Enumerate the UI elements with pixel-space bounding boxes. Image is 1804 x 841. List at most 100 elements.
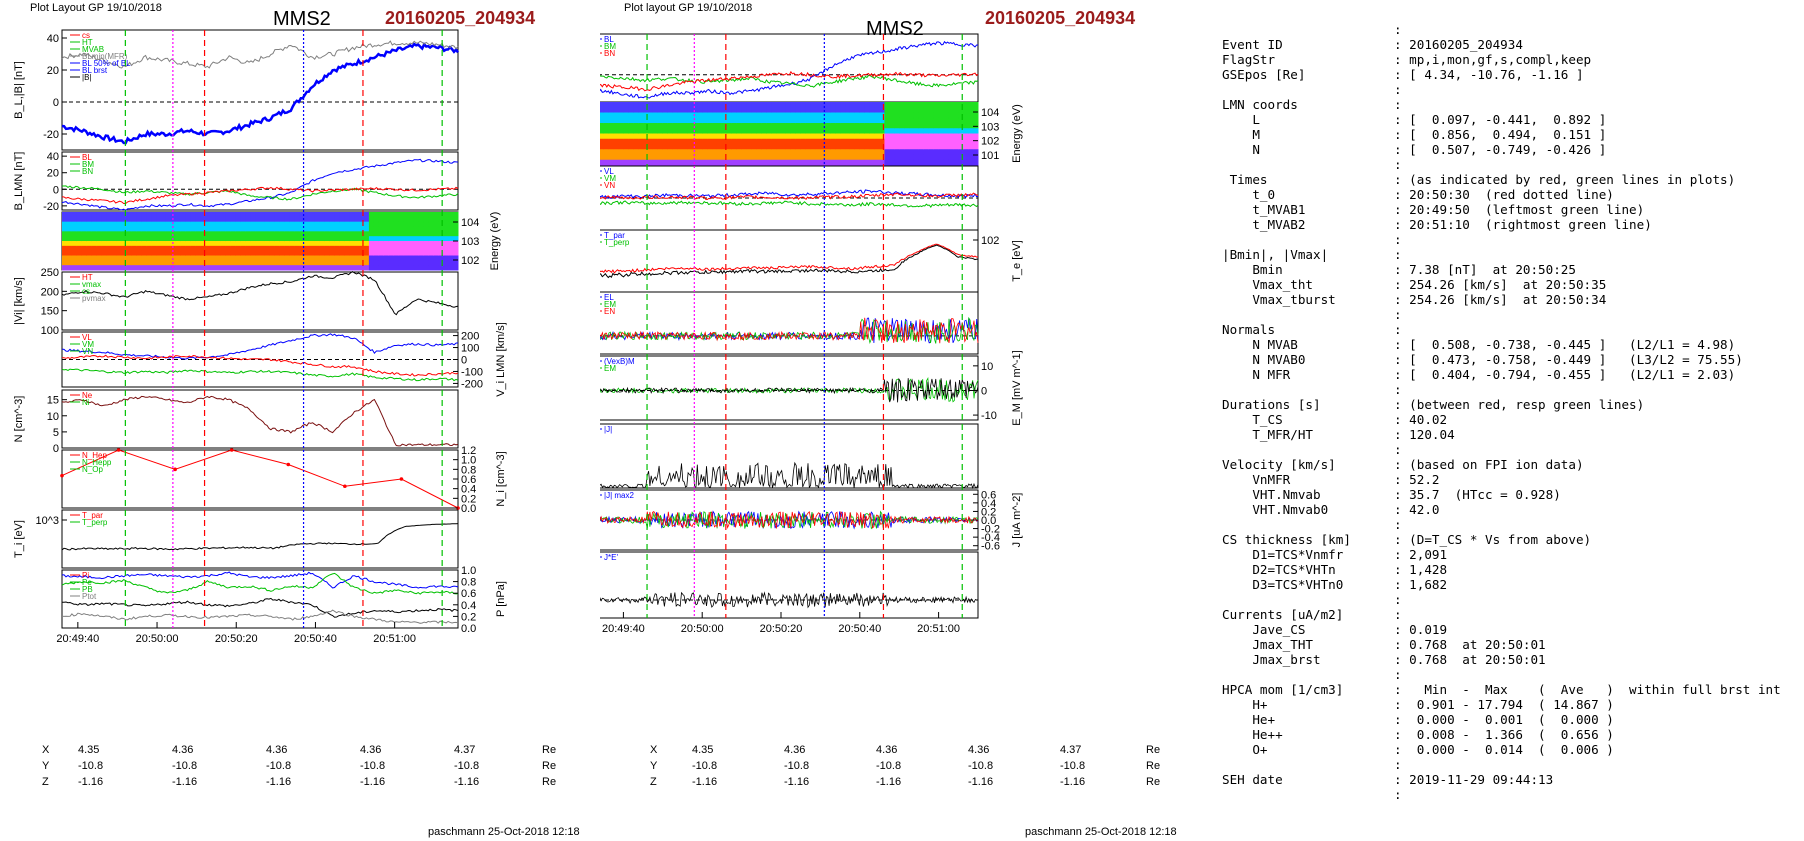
heatmap-cell [815, 128, 821, 134]
heatmap-cell [776, 133, 782, 140]
heatmap-cell [151, 236, 157, 242]
coord-value: -1.16 [266, 776, 292, 788]
heatmap-cell [156, 212, 162, 218]
heatmap-cell [334, 236, 340, 242]
heatmap-cell [230, 221, 236, 227]
heatmap-cell [899, 154, 905, 161]
heatmap-cell [938, 117, 945, 124]
heatmap-cell [255, 250, 261, 256]
heatmap-cell [284, 241, 291, 247]
heatmap-cell [963, 154, 969, 161]
data-point [116, 448, 121, 452]
heatmap-cell [255, 245, 261, 252]
heatmap-cell [304, 265, 310, 271]
heatmap-cell [141, 221, 147, 227]
heatmap-cell [393, 236, 400, 242]
heatmap-cell [805, 107, 812, 113]
y-tick-label: -0.6 [981, 541, 1000, 553]
y-tick-label: 102 [981, 235, 999, 247]
heatmap-cell [324, 221, 330, 227]
info-row: O+: 0.000 - 0.014 ( 0.006 ) [1222, 742, 1797, 757]
heatmap-cell [393, 231, 400, 237]
heatmap-cell [294, 250, 301, 256]
heatmap-cell [608, 128, 615, 134]
heatmap-cell [309, 250, 315, 256]
heatmap-cell [210, 241, 216, 247]
heatmap-cell [373, 255, 380, 261]
heatmap-cell [151, 255, 157, 261]
heatmap-cell [682, 159, 688, 166]
left-8-frame [61, 509, 459, 569]
heatmap-cell [185, 236, 192, 242]
heatmap-cell [121, 231, 127, 237]
x-tick-label: 20:50:00 [681, 623, 724, 635]
heatmap-cell [854, 138, 861, 145]
heatmap-cell [383, 245, 390, 252]
info-label: L [1222, 112, 1260, 127]
heatmap-cell [161, 236, 167, 242]
coord-value: -10.8 [692, 760, 718, 772]
heatmap-cell [76, 265, 83, 271]
heatmap-cell [815, 112, 821, 119]
heatmap-cell [339, 221, 345, 227]
heatmap-cell [165, 221, 172, 227]
heatmap-cell [329, 245, 335, 252]
heatmap-cell [81, 236, 88, 242]
heatmap-cell [250, 231, 256, 237]
heatmap-cell [943, 154, 949, 161]
heatmap-cell [613, 128, 619, 134]
heatmap-cell [771, 159, 777, 166]
heatmap-cell [131, 216, 137, 223]
heatmap-cell [423, 236, 429, 242]
heatmap-cell [948, 138, 954, 145]
heatmap-cell [86, 212, 93, 218]
heatmap-cell [403, 236, 409, 242]
heatmap-cell [613, 112, 619, 119]
heatmap-cell [766, 149, 772, 155]
heatmap-cell [106, 226, 112, 232]
heatmap-cell [899, 144, 905, 150]
heatmap-cell [403, 265, 409, 271]
heatmap-cell [329, 231, 335, 237]
heatmap-cell [633, 144, 639, 150]
heatmap-cell [756, 128, 762, 134]
heatmap-cell [383, 260, 390, 266]
heatmap-cell [746, 107, 752, 113]
heatmap-cell [274, 250, 281, 256]
heatmap-cell [771, 138, 777, 145]
heatmap-cell [638, 123, 644, 129]
heatmap-cell [240, 221, 246, 227]
heatmap-cell [736, 154, 743, 161]
heatmap-cell [923, 138, 930, 145]
info-label: FlagStr [1222, 52, 1276, 67]
heatmap-cell [746, 133, 752, 140]
heatmap-cell [608, 123, 615, 129]
heatmap-cell [884, 154, 890, 161]
heatmap-cell [633, 149, 639, 155]
heatmap-cell [795, 138, 802, 145]
heatmap-cell [141, 250, 147, 256]
heatmap-cell [928, 112, 935, 119]
heatmap-cell [299, 216, 306, 223]
heatmap-cell [260, 260, 266, 266]
heatmap-cell [938, 149, 945, 155]
heatmap-cell [304, 231, 310, 237]
heatmap-cell [354, 245, 360, 252]
heatmap-cell [260, 231, 266, 237]
heatmap-cell [712, 112, 718, 119]
heatmap-cell [294, 236, 301, 242]
heatmap-cell [840, 159, 846, 166]
heatmap-cell [383, 216, 390, 223]
heatmap-cell [205, 236, 211, 242]
heatmap-cell [795, 133, 802, 140]
heatmap-cell [603, 112, 610, 119]
info-label: t_0 [1222, 187, 1276, 202]
heatmap-cell [736, 133, 743, 140]
info-value: : 40.02 [1394, 412, 1448, 427]
heatmap-cell [289, 221, 296, 227]
heatmap-cell [146, 226, 152, 232]
heatmap-cell [702, 159, 708, 166]
heatmap-cell [923, 133, 930, 140]
heatmap-cell [948, 123, 954, 129]
